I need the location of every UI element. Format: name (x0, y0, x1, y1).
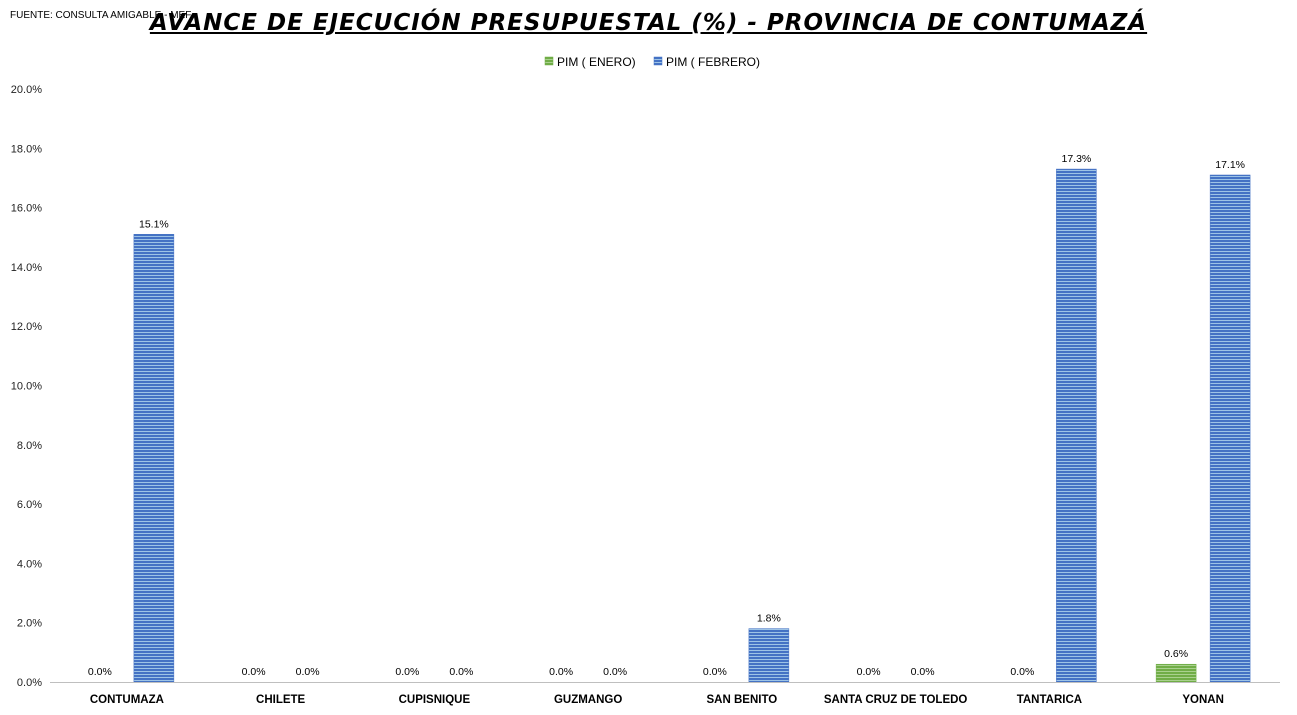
x-tick-label: CUPISNIQUE (399, 694, 471, 706)
x-tick-label: CONTUMAZA (90, 694, 164, 706)
x-tick-label: SANTA CRUZ DE TOLEDO (824, 694, 968, 706)
bar-enero (1155, 663, 1197, 683)
legend: PIM ( ENERO) PIM ( FEBRERO) (544, 55, 760, 69)
data-label: 17.1% (1215, 159, 1245, 171)
data-label: 0.0% (88, 666, 112, 678)
x-axis: CONTUMAZA CHILETE CUPISNIQUE GUZMANGO SAN BE… (50, 682, 1280, 706)
data-label: 0.0% (703, 666, 727, 678)
y-axis: 0.0% 2.0% 4.0% 6.0% 8.0% 10.0% 12.0% 14.0% 16.0%… (11, 84, 42, 689)
y-tick-label: 0.0% (17, 677, 42, 689)
data-label: 17.3% (1061, 153, 1091, 165)
y-tick-label: 18.0% (11, 143, 42, 155)
legend-label: PIM ( ENERO) (557, 55, 636, 69)
y-tick-label: 16.0% (11, 203, 42, 215)
bar-febrero (748, 628, 790, 683)
x-tick-label: YONAN (1182, 694, 1224, 706)
x-tick-label: GUZMANGO (554, 694, 622, 706)
y-tick-label: 14.0% (11, 262, 42, 274)
data-label: 0.6% (1164, 648, 1188, 660)
data-label: 0.0% (449, 666, 473, 678)
y-tick-label: 6.0% (17, 499, 42, 511)
data-label: 0.0% (603, 666, 627, 678)
data-label: 0.0% (549, 666, 573, 678)
x-tick-label: CHILETE (256, 694, 306, 706)
bar-febrero (133, 234, 175, 683)
bar-febrero (1209, 174, 1251, 683)
bars: 0.0% 15.1% 0.0% 0.0% 0.0% 0.0% 0.0% 0.0% 0.0% 1.8… (88, 153, 1251, 683)
data-label: 0.0% (911, 666, 935, 678)
legend-swatch (653, 56, 663, 66)
data-label: 0.0% (857, 666, 881, 678)
data-label: 0.0% (395, 666, 419, 678)
data-label: 0.0% (296, 666, 320, 678)
y-tick-label: 4.0% (17, 558, 42, 570)
legend-swatch (544, 56, 554, 66)
y-tick-label: 8.0% (17, 440, 42, 452)
y-tick-label: 12.0% (11, 321, 42, 333)
y-tick-label: 2.0% (17, 618, 42, 630)
source-note: FUENTE: CONSULTA AMIGABLE - MEF (10, 10, 192, 21)
y-tick-label: 10.0% (11, 381, 42, 393)
x-tick-label: SAN BENITO (707, 694, 778, 706)
data-label: 0.0% (1010, 666, 1034, 678)
bar-febrero (1056, 168, 1097, 683)
chart-title: AVANCE DE EJECUCIÓN PRESUPUESTAL (%) - P… (149, 10, 1148, 36)
legend-label: PIM ( FEBRERO) (666, 55, 760, 69)
data-label: 1.8% (757, 613, 781, 625)
x-tick-label: TANTARICA (1017, 694, 1082, 706)
y-tick-label: 20.0% (11, 84, 42, 96)
data-label: 0.0% (242, 666, 266, 678)
data-label: 15.1% (139, 218, 169, 230)
